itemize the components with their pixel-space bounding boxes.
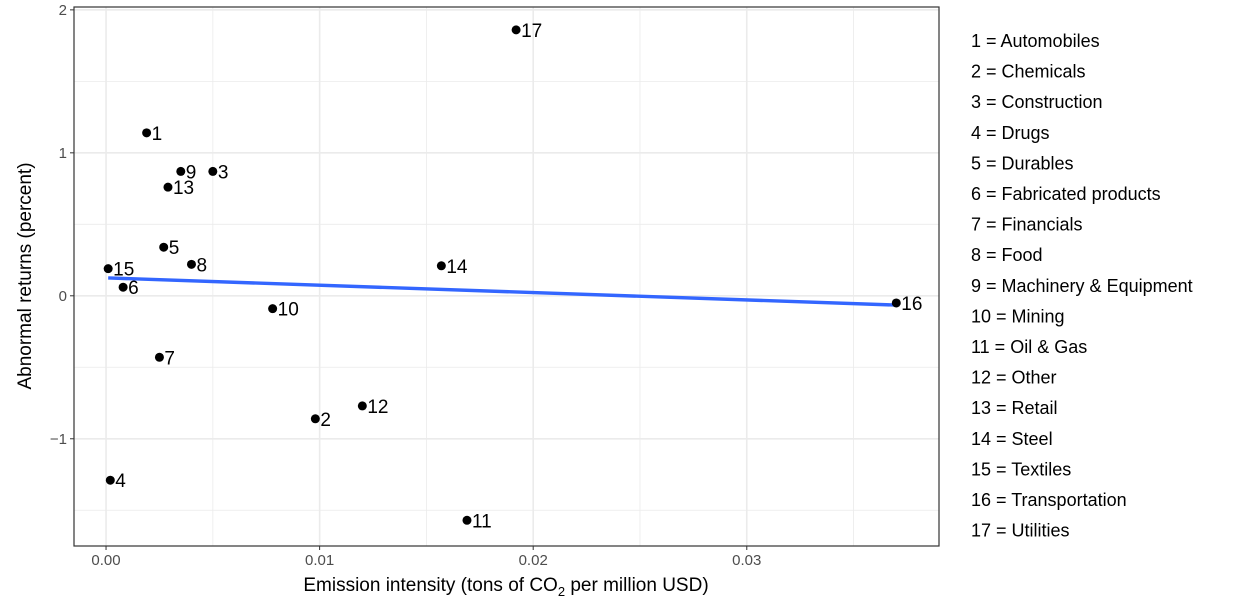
legend-item: 2 = Chemicals: [971, 62, 1086, 82]
legend-item: 3 = Construction: [971, 92, 1103, 112]
point-label-4: 4: [115, 471, 126, 492]
y-axis-title: Abnormal returns (percent): [15, 162, 36, 389]
legend-item: 4 = Drugs: [971, 123, 1050, 143]
data-point-7: [154, 352, 164, 362]
point-label-3: 3: [218, 162, 229, 183]
legend-item: 9 = Machinery & Equipment: [971, 276, 1193, 296]
data-point-15: [103, 264, 113, 274]
data-point-4: [105, 475, 115, 485]
data-point-8: [186, 259, 196, 269]
legend: 1 = Automobiles 2 = Chemicals 3 = Construc…: [971, 31, 1193, 541]
data-point-16: [891, 298, 901, 308]
data-point-11: [462, 515, 472, 525]
legend-item: 5 = Durables: [971, 153, 1074, 173]
data-point-14: [436, 261, 446, 271]
point-label-5: 5: [169, 238, 180, 259]
y-tick-label: 1: [59, 145, 67, 162]
point-label-14: 14: [446, 257, 468, 278]
point-label-8: 8: [196, 255, 207, 276]
data-point-2: [310, 414, 320, 424]
legend-item: 11 = Oil & Gas: [971, 337, 1087, 357]
x-axis-title-suffix: per million USD): [565, 575, 709, 596]
legend-item: 15 = Textiles: [971, 459, 1071, 479]
data-point-9: [176, 166, 186, 176]
point-label-15: 15: [113, 260, 134, 281]
point-label-16: 16: [901, 294, 922, 315]
legend-item: 8 = Food: [971, 245, 1043, 265]
x-tick-label: 0.02: [519, 552, 548, 569]
x-tick-label: 0.03: [732, 552, 761, 569]
y-tick-label: 0: [59, 288, 67, 305]
point-label-7: 7: [164, 348, 175, 369]
legend-item: 16 = Transportation: [971, 490, 1127, 510]
point-label-2: 2: [320, 410, 331, 431]
data-point-6: [118, 282, 128, 292]
data-point-3: [208, 166, 218, 176]
data-point-12: [357, 401, 367, 411]
data-point-1: [142, 128, 152, 138]
y-tick-label: 2: [59, 2, 67, 19]
x-axis-title-prefix: Emission intensity (tons of CO: [303, 575, 557, 596]
trend-line: [108, 276, 897, 307]
y-tick-label: −1: [50, 431, 67, 448]
data-point-10: [268, 304, 278, 314]
legend-item: 6 = Fabricated products: [971, 184, 1161, 204]
point-label-9: 9: [186, 162, 197, 183]
legend-item: 1 = Automobiles: [971, 31, 1100, 51]
x-axis-title: Emission intensity (tons of CO2 per mill…: [303, 575, 708, 599]
x-axis: 0.00 0.01 0.02 0.03: [91, 546, 761, 569]
legend-item: 7 = Financials: [971, 215, 1083, 235]
plot-panel-border: [73, 6, 940, 547]
data-point-17: [511, 25, 521, 35]
point-label-12: 12: [367, 397, 388, 418]
point-label-13: 13: [173, 178, 194, 199]
point-label-10: 10: [278, 300, 299, 321]
x-tick-label: 0.00: [91, 552, 120, 569]
trend-line-group: [108, 276, 897, 307]
legend-item: 17 = Utilities: [971, 521, 1070, 541]
grid: [74, 7, 939, 546]
data-point-13: [163, 182, 173, 192]
x-tick-label: 0.01: [305, 552, 334, 569]
point-label-6: 6: [128, 278, 139, 299]
legend-item: 13 = Retail: [971, 398, 1058, 418]
legend-item: 12 = Other: [971, 368, 1057, 388]
legend-item: 14 = Steel: [971, 429, 1053, 449]
point-label-17: 17: [521, 21, 542, 42]
y-axis: −1 0 1 2: [50, 2, 74, 448]
point-label-11: 11: [472, 511, 492, 532]
x-axis-title-subscript: 2: [558, 584, 565, 599]
data-point-5: [159, 242, 169, 252]
point-label-1: 1: [152, 124, 163, 145]
legend-item: 10 = Mining: [971, 306, 1065, 326]
